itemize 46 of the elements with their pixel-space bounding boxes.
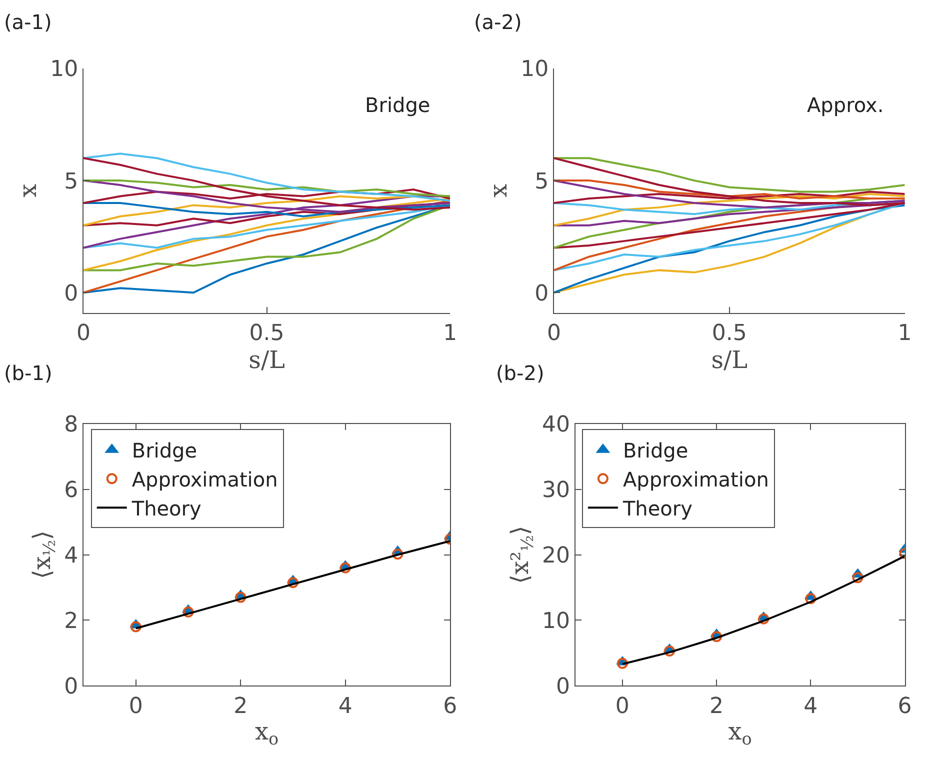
x-axis-title: s/L [248, 346, 286, 374]
legend-label: Bridge [132, 438, 198, 462]
y-axis-title: x [14, 183, 42, 198]
x-tick-label: 6 [443, 694, 458, 720]
y-tick-label: 40 [542, 412, 570, 438]
chart-title: (a-1) [4, 10, 52, 34]
x-tick-label: 4 [338, 694, 352, 720]
y-tick-label: 30 [542, 478, 570, 504]
legend-label: Approximation [132, 467, 278, 492]
y-axis-title: x [484, 183, 513, 198]
y-tick-label: 20 [542, 543, 570, 568]
x-tick-label: 1 [443, 321, 458, 346]
chart-title: (a-2) [474, 10, 522, 34]
x-axis-title: x$_{o}$ [728, 717, 752, 748]
y-tick-label: 2 [64, 608, 78, 634]
y-tick-label: 4 [64, 543, 78, 568]
x-tick-label: 0 [615, 694, 630, 720]
x-tick-label: 6 [898, 694, 912, 720]
y-tick-label: 8 [64, 412, 78, 438]
y-tick-label: 5 [534, 169, 549, 194]
x-tick-label: 2 [234, 694, 248, 720]
y-tick-label: 6 [64, 478, 78, 504]
y-tick-label: 0 [534, 281, 549, 306]
annotation: Approx. [807, 93, 884, 117]
y-tick-label: 10 [50, 57, 78, 82]
legend-label: Theory [622, 496, 693, 520]
y-tick-label: 10 [520, 57, 549, 82]
x-tick-label: 0.5 [712, 321, 747, 346]
legend-label: Bridge [622, 438, 688, 462]
x-tick-label: 1 [898, 321, 912, 346]
x-tick-label: 2 [710, 694, 724, 720]
annotation: Bridge [365, 93, 430, 117]
y-tick-label: 0 [556, 674, 570, 700]
x-tick-label: 4 [804, 694, 818, 720]
y-tick-label: 10 [542, 608, 570, 634]
y-tick-label: 5 [64, 169, 78, 194]
y-tick-label: 0 [64, 674, 78, 700]
x-axis-title: s/L [711, 346, 748, 374]
chart-title: (b-1) [4, 361, 52, 385]
legend-label: Approximation [622, 467, 769, 492]
chart-title: (b-2) [496, 361, 544, 385]
x-tick-label: 0 [128, 694, 143, 720]
y-tick-label: 0 [64, 281, 78, 306]
x-axis-title: x$_{o}$ [254, 717, 279, 748]
legend-label: Theory [130, 496, 202, 520]
x-tick-label: 0.5 [249, 321, 284, 346]
